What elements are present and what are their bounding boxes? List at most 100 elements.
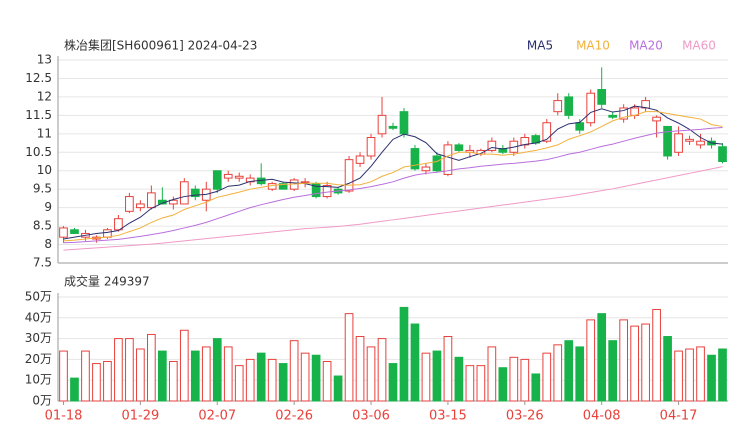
volume-bar: [344, 313, 354, 402]
volume-bar: [355, 336, 365, 402]
volume-bar: [190, 350, 200, 402]
candle-body: [322, 184, 332, 198]
volume-bar: [234, 365, 244, 402]
candle-body: [553, 100, 563, 113]
volume-bar: [201, 346, 211, 402]
volume-bar: [509, 356, 519, 402]
volume-bar: [553, 344, 563, 402]
volume-bar: [575, 346, 585, 402]
chart-title: 株冶集团[SH600961] 2024-04-23: [64, 38, 257, 53]
volume-bar: [597, 313, 607, 402]
volume-bar: [333, 375, 343, 402]
volume-bar: [487, 346, 497, 402]
candle-body: [443, 144, 453, 175]
volume-bar: [663, 336, 672, 402]
legend-entry: MA5: [527, 39, 553, 53]
volume-title: 成交量 249397: [64, 274, 150, 289]
volume-bar: [454, 356, 464, 402]
y-tick-label: 10万: [25, 373, 52, 387]
candle-body: [212, 170, 222, 190]
candle-body: [70, 229, 79, 234]
volume-bar: [674, 350, 683, 402]
candle-body: [597, 89, 607, 105]
x-tick-label: 03-15: [429, 409, 467, 424]
y-tick-label: 9.5: [33, 182, 52, 196]
candle-body: [432, 155, 442, 172]
volume-bar: [696, 346, 705, 402]
candle-body: [652, 116, 661, 122]
volume-bar: [564, 340, 574, 402]
x-tick-label: 02-26: [275, 409, 313, 424]
volume-bar: [322, 360, 332, 402]
volume-bar: [179, 329, 189, 402]
volume-bar: [399, 306, 409, 402]
candle-body: [388, 125, 398, 129]
volume-bar: [311, 354, 321, 402]
candle-body: [718, 146, 727, 162]
volume-bar: [168, 360, 178, 402]
volume-bar: [718, 348, 727, 402]
ma-line: [63, 105, 723, 240]
candle-body: [663, 125, 672, 157]
x-tick-label: 04-17: [660, 409, 698, 424]
volume-bar: [630, 325, 639, 402]
volume-bar: [432, 350, 442, 402]
y-tick-label: 0万: [32, 394, 52, 408]
y-tick-label: 10: [37, 163, 52, 177]
candle-body: [608, 114, 618, 118]
candle-body: [190, 188, 200, 198]
legend-entry: MA20: [629, 39, 663, 53]
candle-body: [125, 196, 134, 212]
volume-bar: [59, 350, 68, 402]
volume-bar: [685, 348, 694, 402]
candle-body: [234, 175, 244, 179]
volume-bar: [476, 365, 486, 402]
legend-entry: MA10: [576, 39, 610, 53]
volume-bar: [267, 358, 277, 402]
candle-body: [399, 111, 409, 135]
candle-body: [696, 140, 705, 146]
y-tick-label: 11.5: [25, 108, 52, 122]
volume-bar: [410, 323, 420, 402]
candle-body: [136, 203, 145, 209]
candle-body: [278, 183, 288, 190]
candle-body: [410, 148, 420, 170]
volume-bar: [421, 352, 431, 402]
y-tick-label: 10.5: [25, 145, 52, 159]
volume-bar: [652, 308, 661, 402]
ma-line: [63, 111, 723, 242]
candle-body: [377, 114, 387, 135]
x-tick-label: 01-29: [121, 409, 159, 424]
legend-entry: MA60: [682, 39, 716, 53]
candle-body: [59, 227, 68, 238]
candle-body: [586, 92, 596, 124]
volume-bar: [586, 319, 596, 402]
volume-bar: [256, 352, 266, 402]
volume-bar: [125, 338, 134, 402]
volume-bar: [520, 358, 530, 402]
y-tick-label: 9: [44, 200, 52, 214]
volume-bar: [377, 338, 387, 402]
candle-body: [542, 122, 552, 142]
volume-bar: [245, 358, 255, 402]
candle-body: [147, 192, 156, 209]
volume-bar: [92, 363, 101, 402]
candle-body: [300, 181, 310, 184]
candle-body: [344, 159, 354, 192]
volume-bar: [388, 363, 398, 402]
candle-body: [366, 137, 376, 157]
candle-body: [114, 218, 123, 231]
candle-body: [421, 166, 431, 172]
volume-bar: [608, 340, 618, 402]
volume-bar: [136, 348, 145, 402]
volume-bar: [366, 346, 376, 402]
volume-bar: [70, 377, 79, 402]
volume-bar: [531, 373, 541, 402]
candle-body: [575, 122, 585, 131]
volume-bar: [278, 363, 288, 402]
volume-bar: [289, 340, 299, 402]
volume-bar: [542, 352, 552, 402]
y-tick-label: 12: [37, 89, 52, 103]
candle-body: [355, 155, 365, 164]
